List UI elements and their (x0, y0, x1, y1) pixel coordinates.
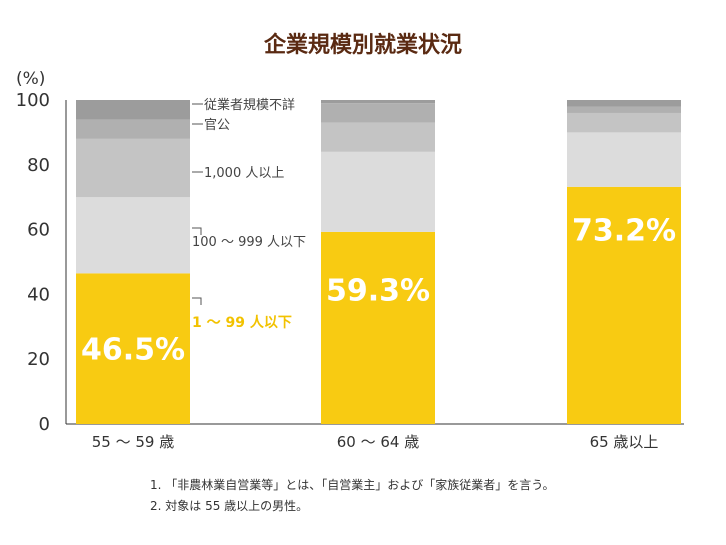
bar-segment (76, 197, 190, 274)
segment-label: 従業者規模不詳 (204, 97, 295, 113)
y-tick-label: 80 (27, 155, 50, 176)
bar-segment (76, 138, 190, 198)
segment-label: 官公 (204, 117, 230, 133)
y-axis-ticks: 0 20 40 60 80 100 (16, 90, 50, 435)
y-tick-label: 100 (16, 90, 50, 111)
segment-label: 1 ～ 99 人以下 (192, 314, 292, 331)
y-tick-label: 0 (39, 414, 50, 435)
chart-title: 企業規模別就業状況 (263, 32, 462, 58)
note-2: 2. 対象は 55 歳以上の男性。 (150, 499, 308, 513)
segment-label: 100 ～ 999 人以下 (192, 235, 306, 250)
bar-segment (321, 151, 435, 232)
category-label: 55 ～ 59 歳 (92, 433, 174, 451)
note-1: 1. 「非農林業自営業等」とは、「自営業主」および「家族従業者」を言う。 (150, 477, 555, 492)
category-labels: 55 ～ 59 歳 60 ～ 64 歳 65 歳以上 (92, 433, 659, 451)
label-bracket (192, 227, 202, 235)
data-label: 59.3% (326, 274, 430, 309)
category-label: 65 歳以上 (590, 433, 659, 451)
bar-segment (76, 119, 190, 139)
y-axis-unit: (%) (16, 69, 45, 89)
bar-segment (567, 132, 681, 187)
category-label: 60 ～ 64 歳 (337, 433, 419, 451)
bar-segment (321, 100, 435, 104)
bar-segment (567, 112, 681, 133)
y-tick-label: 40 (27, 284, 50, 305)
bar-segment (567, 100, 681, 107)
segment-label: 1,000 人以上 (204, 166, 284, 181)
bars: 46.5% 59.3% 73.2% (76, 100, 681, 424)
label-bracket (192, 297, 202, 305)
bar-segment (76, 273, 190, 424)
bar-segment (321, 103, 435, 123)
data-label: 46.5% (81, 333, 185, 368)
y-tick-label: 20 (27, 349, 50, 370)
bar-segment (76, 100, 190, 120)
bar-segment (321, 231, 435, 424)
data-label: 73.2% (572, 214, 676, 249)
bar-segment (567, 186, 681, 424)
y-tick-label: 60 (27, 220, 50, 241)
bar-segment (567, 106, 681, 113)
bar-segment (321, 122, 435, 152)
